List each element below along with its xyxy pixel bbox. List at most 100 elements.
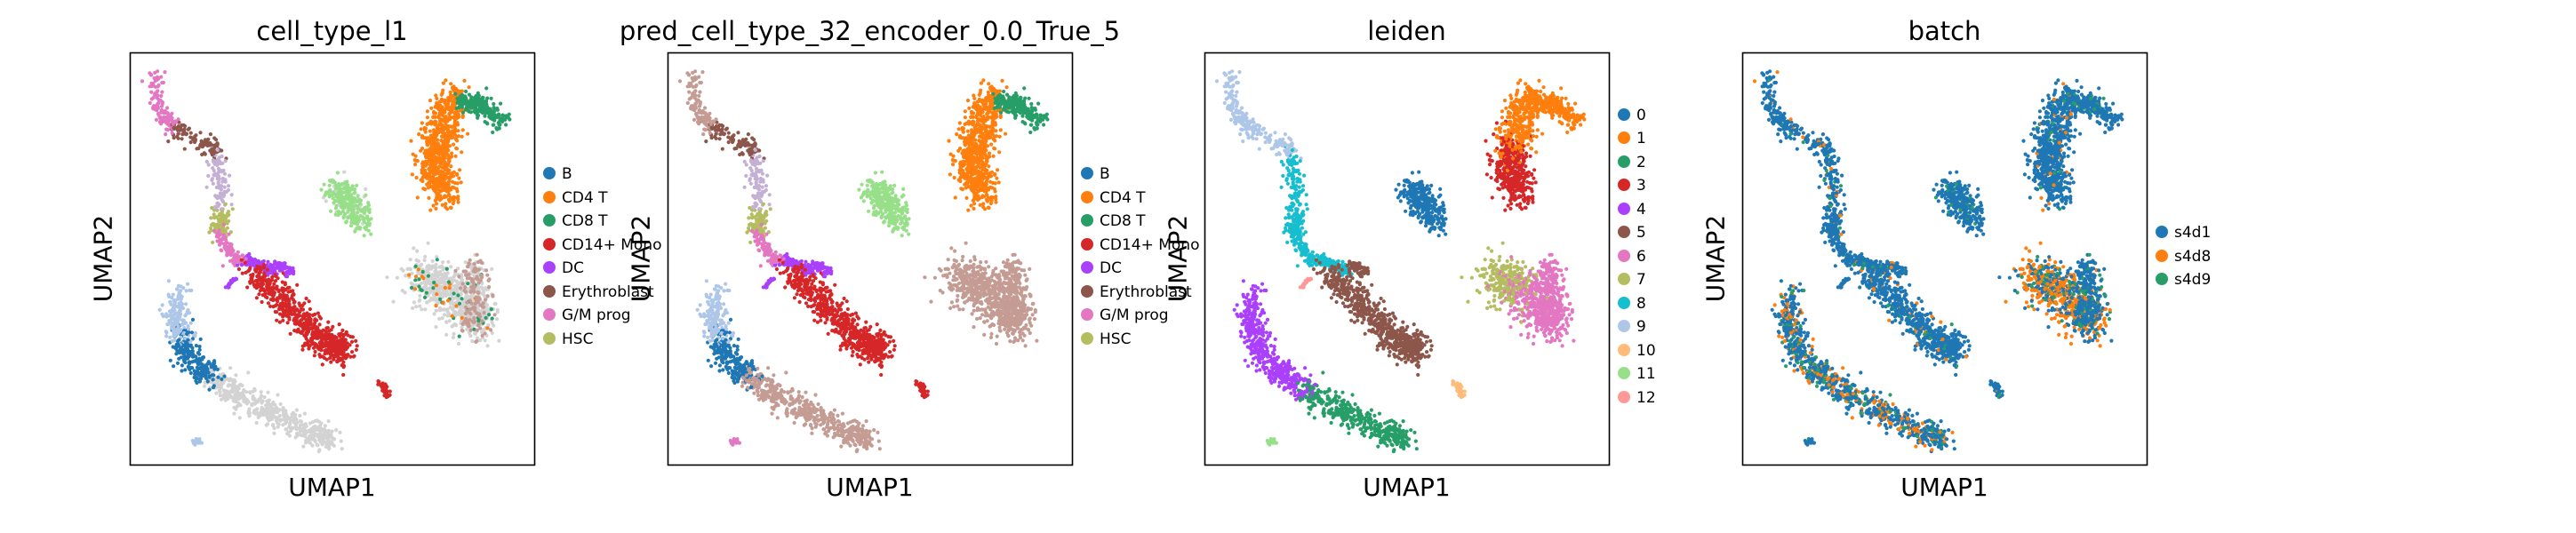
cell-point xyxy=(215,201,220,205)
cell-point xyxy=(215,177,220,181)
cell-point xyxy=(317,434,322,440)
cell-point xyxy=(266,390,270,394)
cell-point xyxy=(460,310,465,314)
cell-point xyxy=(478,338,483,343)
cell-point xyxy=(160,90,164,94)
cell-point xyxy=(443,282,447,286)
cell-point xyxy=(213,206,218,211)
cell-point xyxy=(437,286,442,290)
cell-point xyxy=(479,285,484,290)
cell-point xyxy=(160,110,164,115)
cell-point xyxy=(149,81,154,85)
cell-point xyxy=(428,266,433,270)
cell-point xyxy=(188,135,193,139)
cell-point xyxy=(480,291,484,296)
cell-point xyxy=(156,83,161,88)
cell-point xyxy=(221,227,226,231)
cell-point xyxy=(225,377,229,381)
cell-point xyxy=(265,414,269,418)
cell-point xyxy=(200,152,204,157)
cell-point xyxy=(449,265,453,269)
cell-point xyxy=(423,254,428,259)
cell-point xyxy=(332,437,337,442)
cell-point xyxy=(260,407,265,411)
cell-point xyxy=(320,442,324,446)
cell-point xyxy=(226,187,230,193)
cell-point xyxy=(460,325,464,330)
cell-point xyxy=(441,267,445,272)
cell-point xyxy=(198,142,204,147)
cell-point xyxy=(180,137,184,141)
cell-point xyxy=(184,132,188,137)
cell-point xyxy=(272,431,276,435)
cell-point xyxy=(412,300,416,305)
cell-point xyxy=(284,427,289,432)
cell-point xyxy=(484,287,489,291)
cell-point xyxy=(446,259,451,264)
cell-point xyxy=(308,436,313,441)
cell-point xyxy=(276,417,281,422)
cell-point xyxy=(313,439,317,443)
cell-point xyxy=(420,307,424,312)
cell-point xyxy=(176,117,180,122)
cell-point xyxy=(307,428,311,433)
cell-point xyxy=(451,335,455,339)
cell-point xyxy=(298,418,302,424)
cell-point xyxy=(215,196,220,201)
cell-point xyxy=(166,139,171,144)
cell-point xyxy=(322,429,326,434)
cell-point xyxy=(204,185,209,189)
cell-point xyxy=(442,313,447,317)
cell-point xyxy=(248,391,252,395)
cell-point xyxy=(324,199,328,203)
cell-point xyxy=(238,382,243,386)
cell-point xyxy=(268,413,273,418)
cell-point xyxy=(311,430,316,435)
cell-point xyxy=(238,392,243,396)
cell-point xyxy=(481,328,485,332)
cell-point xyxy=(165,106,170,110)
cell-point xyxy=(444,320,449,324)
cell-point xyxy=(230,207,235,211)
cell-point xyxy=(311,434,316,439)
cell-point xyxy=(220,248,224,253)
cell-point xyxy=(284,410,288,415)
cell-point xyxy=(490,266,494,271)
cell-point xyxy=(211,240,215,244)
cell-point xyxy=(214,138,219,142)
cell-point xyxy=(473,330,477,336)
cell-point xyxy=(164,132,168,137)
cell-point xyxy=(216,166,221,171)
cell-point xyxy=(168,113,172,117)
cell-point xyxy=(486,322,491,328)
cell-point xyxy=(434,308,438,313)
cell-point xyxy=(485,344,490,348)
cell-point xyxy=(199,139,204,143)
cell-point xyxy=(236,391,240,395)
cell-point xyxy=(176,131,180,136)
cell-point xyxy=(451,306,455,311)
cell-point xyxy=(232,405,236,410)
cell-point xyxy=(287,434,292,438)
cell-point xyxy=(226,384,230,388)
cell-point xyxy=(445,271,450,275)
cell-point xyxy=(220,207,224,211)
cell-point xyxy=(436,300,441,305)
cell-point xyxy=(209,226,213,230)
cell-point xyxy=(204,141,209,146)
cell-point xyxy=(220,199,225,203)
cell-point xyxy=(215,142,220,147)
cell-point xyxy=(435,298,439,302)
cell-point xyxy=(169,117,173,122)
cell-point xyxy=(234,373,238,378)
cell-point xyxy=(159,75,164,79)
cell-point xyxy=(223,398,228,402)
cell-point xyxy=(170,131,174,135)
cell-point xyxy=(423,281,428,285)
cell-point xyxy=(440,316,444,321)
cell-point xyxy=(262,395,267,400)
cell-point xyxy=(391,299,396,304)
cell-point xyxy=(431,273,436,277)
cell-point xyxy=(490,330,494,336)
cell-point xyxy=(470,339,475,344)
